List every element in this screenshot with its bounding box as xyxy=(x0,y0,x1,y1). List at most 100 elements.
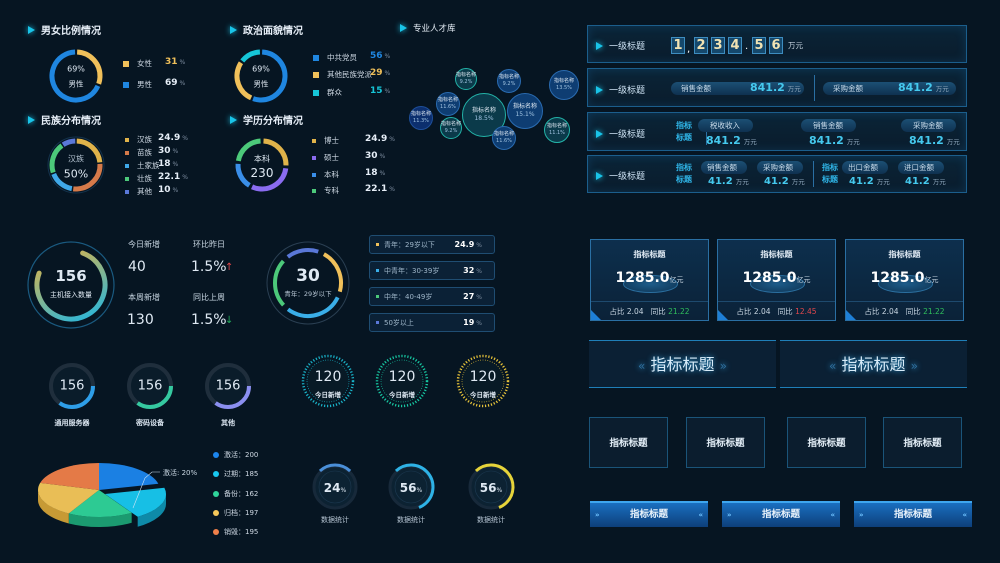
title-frame: 指标标题 xyxy=(686,417,765,468)
legend-swatch xyxy=(312,188,316,193)
device-value: 156 xyxy=(215,378,241,394)
legend-swatch xyxy=(123,60,129,67)
panel-row2-title: 一级标题 xyxy=(596,83,645,96)
triangle-icon xyxy=(230,25,237,34)
stat-ring-label: 数据统计 xyxy=(477,516,505,524)
row4-pill: 采购金额 xyxy=(757,161,803,174)
stat-value: 130 xyxy=(127,312,154,328)
pie-legend-item: 激活： 200 xyxy=(213,450,258,460)
row4-pill: 销售金额 xyxy=(701,161,747,174)
pie-slice[interactable] xyxy=(38,482,99,514)
legend-swatch xyxy=(376,295,379,298)
legend-value: 18% xyxy=(158,159,179,169)
today-label: 今日新增 xyxy=(389,391,415,399)
talent-bubble[interactable]: 指标名称 15.1% xyxy=(507,93,543,129)
percent-sign: % xyxy=(389,186,395,193)
pie-legend-item: 过期： 185 xyxy=(213,469,258,479)
digit-unit: 万元 xyxy=(788,41,803,50)
legend-item: 群众 xyxy=(313,87,342,98)
chevron-right-icon: » xyxy=(719,359,727,373)
pie-slice-side xyxy=(38,490,69,524)
device-value: 156 xyxy=(137,378,163,394)
title-button[interactable]: » 指标标题 « xyxy=(590,501,708,527)
donut-segment xyxy=(273,248,343,318)
legend-swatch xyxy=(312,155,316,160)
pie-callout: 激活: 20% xyxy=(163,469,198,477)
legend-swatch xyxy=(125,137,129,142)
row4-value: 41.2 万元 xyxy=(764,176,805,187)
metric-card: 指标标题 1285.0亿元 占比 2.04 同比 21.22 xyxy=(590,239,709,321)
talent-bubble[interactable]: 指标名称 11.3% xyxy=(409,106,433,130)
legend-item: 博士 xyxy=(312,135,339,146)
talent-bubble[interactable]: 指标名称 9.2% xyxy=(497,69,521,93)
title-button[interactable]: » 指标标题 « xyxy=(854,501,972,527)
talent-bubble[interactable]: 指标名称 9.2% xyxy=(455,68,477,90)
talent-bubble[interactable]: 指标名称 11.6% xyxy=(436,92,460,116)
percent-sign: % xyxy=(476,320,482,327)
host-value: 156 xyxy=(55,267,87,285)
row3-value: 841.2 万元 xyxy=(909,134,960,147)
sales-value: 841.2 万元 xyxy=(750,81,801,94)
host-gauge-arc xyxy=(34,248,108,322)
dotted-ring-inner xyxy=(306,359,350,403)
age-item: 中年：40-49岁 27% xyxy=(369,287,495,306)
triangle-icon xyxy=(596,85,603,94)
legend-swatch xyxy=(312,172,316,177)
title-frame: 指标标题 xyxy=(883,417,962,468)
talent-bubble[interactable]: 指标名称 13.5% xyxy=(549,70,579,100)
panel-row1: 一级标题 1 , 2 3 4 . 5 6 万元 xyxy=(587,25,967,63)
card-title: 指标标题 xyxy=(888,250,921,259)
device-value: 156 xyxy=(59,378,85,394)
talent-bubble[interactable]: 指标名称 9.2% xyxy=(440,117,462,139)
talent-bubble[interactable]: 指标名称 11.6% xyxy=(492,126,516,150)
percent-sign: % xyxy=(389,136,395,143)
device-label: 通用服务器 xyxy=(54,419,90,427)
stat-ring-inner xyxy=(394,470,428,504)
digit: 2 xyxy=(694,37,708,54)
legend-item: 壮族 xyxy=(125,173,152,184)
age-value: 19% xyxy=(463,318,482,327)
stat-value: 1.5% xyxy=(191,312,227,328)
talent-title: 专业人才库 xyxy=(400,22,456,34)
pie-slice[interactable] xyxy=(99,463,159,490)
corner-accent xyxy=(846,310,856,320)
title-banner: « 指标标题 » xyxy=(780,340,967,388)
dotted-ring xyxy=(375,354,429,408)
title-button[interactable]: » 指标标题 « xyxy=(722,501,840,527)
pedestal-graphic xyxy=(750,275,805,293)
donut-segment xyxy=(235,138,289,192)
donut-segment xyxy=(49,49,103,103)
dotted-ring xyxy=(301,354,355,408)
digit: 4 xyxy=(728,37,742,54)
card-value: 1285.0亿元 xyxy=(870,270,939,286)
talent-bubble[interactable]: 指标名称 18.5% xyxy=(462,93,506,137)
legend-item: 汉族 xyxy=(125,134,152,145)
row4-pill: 出口金额 xyxy=(842,161,888,174)
row3-value: 841.2 万元 xyxy=(809,134,860,147)
host-label: 主机接入数量 xyxy=(50,291,92,299)
legend-item: 本科 xyxy=(312,169,339,180)
pie-slice[interactable] xyxy=(40,463,99,490)
double-chevron-icon: « xyxy=(830,511,835,519)
stat-value: 1.5% xyxy=(191,259,227,275)
percent-sign: % xyxy=(379,153,386,160)
legend-item: 其他 xyxy=(125,186,152,197)
today-label: 今日新增 xyxy=(470,391,496,399)
legend-item: 男性 xyxy=(123,79,152,90)
pie-slice[interactable] xyxy=(68,490,132,518)
donut-segment xyxy=(49,138,103,192)
legend-dot xyxy=(213,490,219,497)
pedestal-graphic xyxy=(623,275,678,293)
today-value: 120 xyxy=(388,369,416,385)
donut-segment xyxy=(234,49,288,103)
talent-bubble[interactable]: 指标名称 11.1% xyxy=(544,117,570,143)
metric-card: 指标标题 1285.0亿元 占比 2.04 同比 21.22 xyxy=(845,239,964,321)
row4-value: 41.2 万元 xyxy=(905,176,946,187)
purchase-value: 841.2 万元 xyxy=(898,81,949,94)
digit: 3 xyxy=(711,37,725,54)
legend-value: 15% xyxy=(370,86,391,96)
stat-ring-progress xyxy=(387,463,435,511)
stat-ring-progress xyxy=(311,463,359,511)
donut-segment xyxy=(234,49,288,103)
double-chevron-icon: » xyxy=(859,511,864,519)
